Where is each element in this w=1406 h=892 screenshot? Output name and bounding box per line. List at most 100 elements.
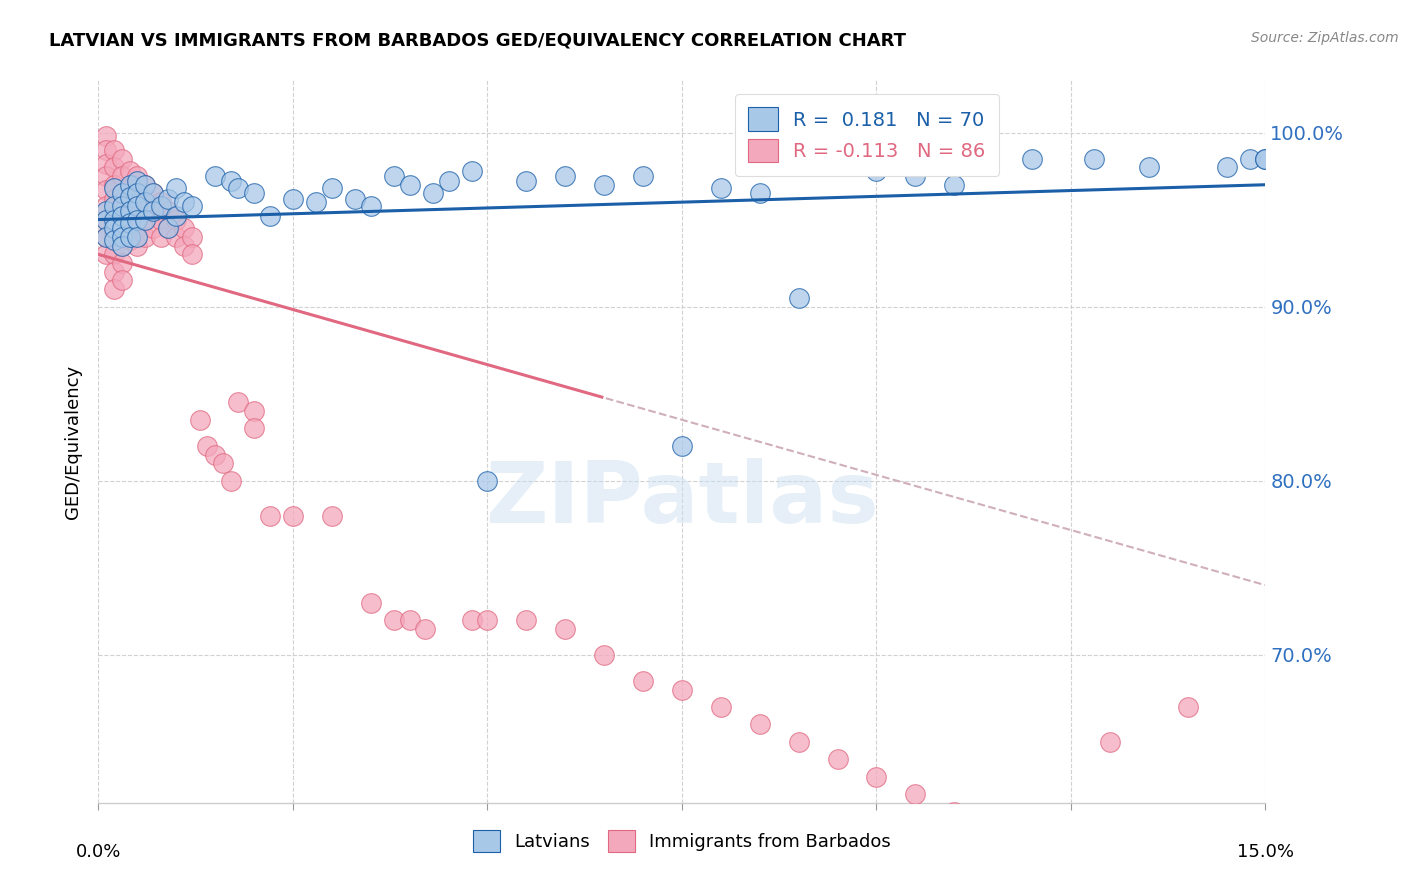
Point (127, 203, 149, 218)
Point (671, 682, 693, 697)
Point (1021, 152, 1043, 166)
Point (671, 439, 693, 453)
Point (96, 212, 118, 227)
Point (118, 230, 141, 244)
Point (243, 404, 266, 418)
Point (103, 247, 125, 261)
Point (305, 195, 328, 210)
Point (787, 735, 810, 749)
Point (593, 648, 616, 662)
Point (96, 143, 118, 157)
Point (149, 195, 172, 210)
Y-axis label: GED/Equivalency: GED/Equivalency (65, 365, 83, 518)
Point (228, 181, 250, 195)
Point (165, 209, 187, 223)
Point (1254, 152, 1277, 166)
Point (127, 212, 149, 227)
Point (180, 247, 202, 261)
Point (1098, 735, 1121, 749)
Point (360, 596, 382, 610)
Point (103, 209, 125, 223)
Point (413, 622, 436, 636)
Point (142, 221, 165, 235)
Point (422, 186, 444, 201)
Point (103, 221, 125, 235)
Point (96, 247, 118, 261)
Point (281, 192, 304, 206)
Point (1239, 152, 1261, 166)
Point (127, 186, 149, 201)
Point (111, 209, 134, 223)
Point (96, 230, 118, 244)
Point (554, 622, 576, 636)
Point (382, 169, 405, 183)
Point (1083, 152, 1105, 166)
Point (134, 212, 156, 227)
Point (157, 221, 180, 235)
Point (118, 203, 141, 218)
Point (787, 291, 810, 305)
Point (631, 169, 654, 183)
Point (865, 163, 887, 178)
Point (118, 199, 141, 213)
Point (461, 613, 484, 627)
Point (142, 186, 165, 201)
Point (477, 613, 499, 627)
Point (111, 186, 134, 201)
Point (173, 221, 195, 235)
Point (228, 395, 250, 409)
Text: 0.0%: 0.0% (76, 843, 121, 861)
Point (515, 174, 537, 188)
Point (180, 199, 202, 213)
Point (111, 152, 134, 166)
Point (103, 161, 125, 175)
Point (111, 199, 134, 213)
Point (134, 195, 156, 210)
Point (1177, 700, 1199, 714)
Point (103, 143, 125, 157)
Point (437, 174, 460, 188)
Point (149, 199, 172, 213)
Point (382, 613, 405, 627)
Point (96, 157, 118, 171)
Point (748, 186, 770, 201)
Point (103, 178, 125, 192)
Point (212, 456, 235, 470)
Point (111, 238, 134, 252)
Point (118, 234, 141, 248)
Point (710, 700, 733, 714)
Point (142, 186, 165, 201)
Point (165, 212, 187, 227)
Point (111, 238, 134, 252)
Point (1021, 822, 1043, 836)
Text: 15.0%: 15.0% (1237, 843, 1294, 861)
Point (127, 186, 149, 201)
Point (344, 192, 367, 206)
Point (96, 169, 118, 183)
Point (127, 174, 149, 188)
Point (103, 181, 125, 195)
Point (1137, 161, 1160, 175)
Point (118, 216, 141, 230)
Point (827, 752, 849, 766)
Point (118, 181, 141, 195)
Point (243, 421, 266, 435)
Point (127, 238, 149, 252)
Point (593, 178, 616, 192)
Point (111, 273, 134, 287)
Point (943, 805, 966, 819)
Text: LATVIAN VS IMMIGRANTS FROM BARBADOS GED/EQUIVALENCY CORRELATION CHART: LATVIAN VS IMMIGRANTS FROM BARBADOS GED/… (49, 31, 907, 49)
Point (281, 508, 304, 523)
Text: ZIPatlas: ZIPatlas (485, 458, 879, 541)
Point (142, 203, 165, 218)
Point (103, 199, 125, 213)
Legend: Latvians, Immigrants from Barbados: Latvians, Immigrants from Barbados (465, 822, 898, 859)
Point (321, 181, 343, 195)
Point (103, 234, 125, 248)
Point (118, 216, 141, 230)
Point (103, 227, 125, 241)
Point (157, 203, 180, 218)
Point (173, 238, 195, 252)
Point (103, 212, 125, 227)
Point (157, 192, 180, 206)
